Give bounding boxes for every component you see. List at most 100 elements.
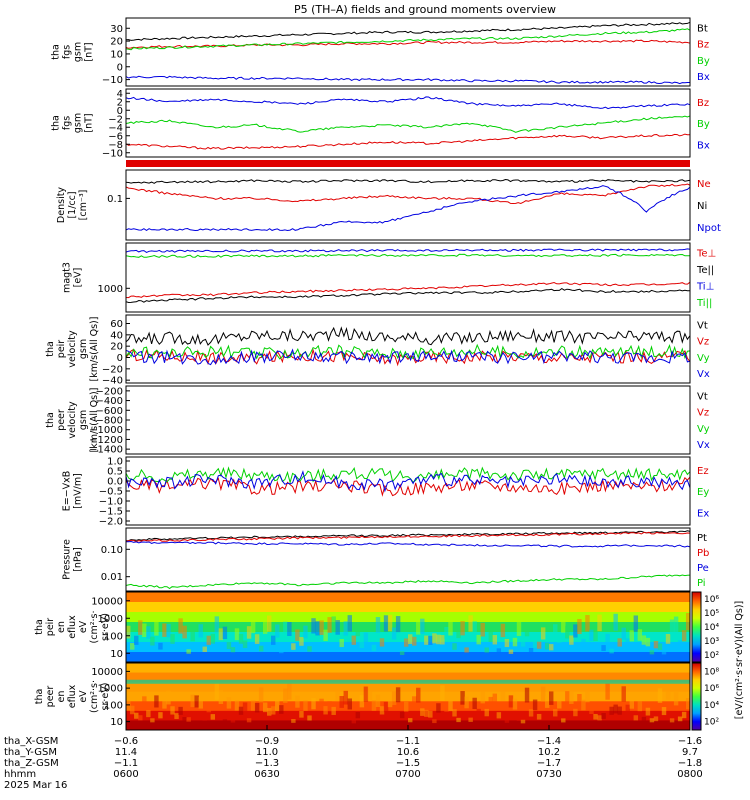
y-tick-label: 0 [117, 106, 123, 117]
y-axis-label-line: tha [51, 115, 62, 131]
spectrogram-cell [536, 641, 542, 649]
spectrogram-cell [468, 717, 473, 722]
y-axis-label-line: [nT] [84, 42, 95, 61]
y-axis-label: magt3[eV] [62, 262, 84, 293]
y-axis-label-line: E=−VxB [62, 471, 73, 512]
spectrogram-cell [359, 640, 365, 649]
spectrogram-cell [685, 613, 691, 631]
spectrogram-cell [226, 642, 232, 650]
legend-entry: Ne [697, 179, 711, 190]
spectrogram-cell [657, 643, 663, 650]
y-axis-label-line: eflux [67, 684, 78, 708]
spectrogram-cell [532, 640, 538, 648]
y-axis-label-line: [km/s(All Qs)] [89, 388, 100, 453]
spectrogram-band [126, 691, 690, 702]
spectrogram-cell [130, 705, 135, 715]
spectrogram-cell [146, 626, 151, 639]
y-axis-label-line: en [56, 691, 67, 703]
legend-entry: Vy [697, 353, 710, 364]
spectrogram-cell [299, 710, 304, 718]
spectrogram-cell [484, 647, 489, 653]
spectrogram-cell [174, 713, 179, 720]
spectrogram-cell [593, 713, 598, 720]
spectrogram-cell [565, 625, 570, 639]
series-line-Ez [125, 476, 691, 497]
spectrogram-cell [500, 623, 506, 638]
x-axis-value: 11.0 [256, 747, 278, 758]
panel-3: 0.1 Density[1/cc][cm⁻³] Ne Ni Npot [56, 169, 721, 241]
spectrogram-band [126, 710, 690, 721]
y-tick-label: 1000 [98, 684, 123, 695]
x-axis-value: −1.5 [396, 758, 420, 769]
spectrogram-band [126, 652, 690, 663]
spectrogram-cell [331, 616, 336, 633]
spectrogram-cell [371, 644, 377, 651]
spectrogram-cell [621, 686, 626, 702]
legend-entry: Pi [697, 578, 706, 589]
spectrogram-cell [424, 635, 429, 645]
spectrogram-cell [665, 633, 671, 644]
spectrogram-cell [625, 704, 630, 714]
spectrogram-cell [335, 620, 340, 635]
spectrogram-cell [315, 621, 320, 636]
chart-title: P5 (TH–A) fields and ground moments over… [294, 3, 556, 16]
spectrogram-cell [202, 646, 207, 652]
spectrogram-cell [242, 702, 248, 713]
series-line-Bz [125, 39, 691, 49]
colorbar-tick-label: 10² [704, 651, 719, 661]
spectrogram-cell [436, 703, 441, 713]
spectrogram-cell [432, 633, 437, 644]
spectrogram-cell [222, 626, 228, 640]
spectrogram-cell [222, 719, 228, 723]
spectrogram-cell [311, 698, 316, 710]
spectrogram-cell [492, 693, 498, 707]
spectrogram-cell [512, 637, 518, 647]
colorbar-tick-label: 10² [704, 718, 719, 728]
x-axis-value: −1.7 [537, 758, 561, 769]
spectrogram-cell [218, 690, 224, 705]
y-tick-label: 0.10 [101, 545, 123, 556]
y-tick-label: −1.5 [99, 507, 123, 518]
spectrogram-cell [246, 626, 252, 639]
spectrogram-cell [254, 702, 260, 713]
series-line-Ti|| [125, 253, 691, 258]
legend-entry: Vy [697, 424, 710, 435]
spectrogram-cell [516, 715, 522, 721]
spectrogram-cell [565, 691, 570, 705]
spectrogram-cell [585, 615, 590, 632]
spectrogram-cell [561, 616, 566, 633]
y-tick-label: 4 [117, 89, 123, 100]
spectrogram-cell [383, 615, 389, 632]
x-axis-value: 11.4 [115, 747, 137, 758]
spectrogram-cell [202, 715, 207, 721]
spectrogram-cell [375, 694, 381, 708]
y-axis-label-line: tha [34, 619, 45, 635]
panel-6: −200−400−600−800−1000−1200−1400thapeerve… [45, 385, 710, 456]
spectrogram-cell [444, 626, 449, 640]
y-axis-label-line: [mV/m] [73, 473, 84, 509]
x-axis-value: 0600 [113, 769, 138, 780]
spectrogram-cell [673, 616, 679, 633]
y-axis-label: Pressure[nPa] [62, 539, 84, 580]
spectrogram-cell [355, 711, 361, 719]
y-tick-label: 100 [104, 631, 123, 642]
spectrogram-cell [496, 712, 502, 719]
panel-4: 1000 magt3[eV] Te⊥ Te|| Ti⊥ Ti|| [62, 242, 716, 313]
y-axis-label-line: tha [34, 689, 45, 705]
x-axis-row-label: tha_Z-GSM [4, 758, 59, 769]
spectrogram-cell [617, 706, 622, 715]
spectrogram-cell [432, 719, 437, 724]
x-axis-value: 10.6 [397, 747, 419, 758]
spectrogram-cell [126, 625, 131, 639]
y-axis-label-line: fgs [62, 116, 73, 130]
y-axis-label-line: tha [45, 412, 56, 428]
spectrogram-cell [190, 694, 195, 708]
panel-frame [125, 88, 691, 158]
spectrogram-cell [142, 696, 147, 709]
spectrogram-cell [307, 646, 312, 652]
y-axis-label: thafgsgsm[nT] [51, 42, 95, 62]
spectrogram-cell [403, 701, 409, 712]
y-axis-label-line: tha [45, 341, 56, 357]
